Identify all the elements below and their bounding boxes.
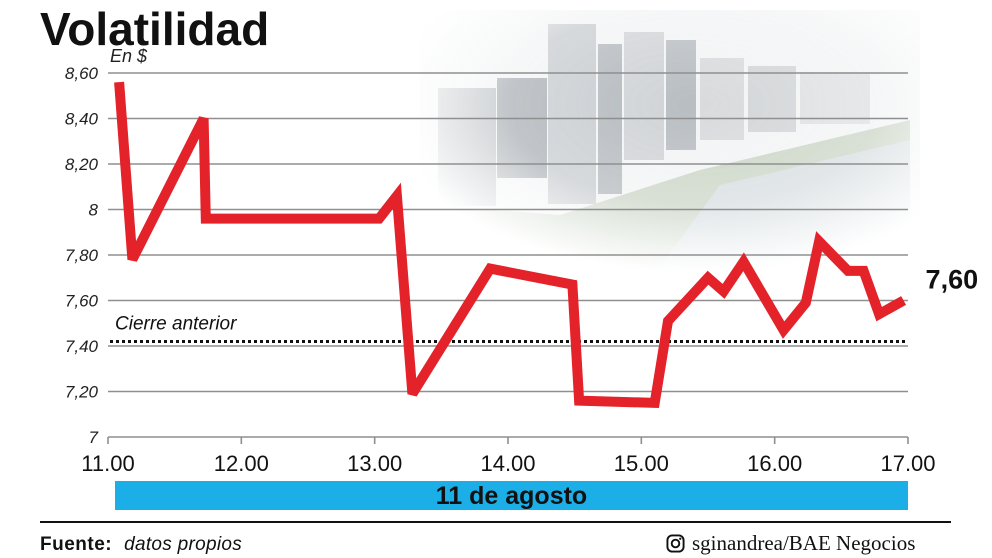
source-note: Fuente: datos propios <box>40 535 242 555</box>
building-shape <box>438 88 496 206</box>
x-axis: 11.00 12.00 13.00 14.00 15.00 16.00 17.00 <box>81 437 936 476</box>
x-tick-label: 13.00 <box>347 451 402 476</box>
building-shape <box>497 78 547 178</box>
credit: sginandrea/BAE Negocios <box>666 532 915 554</box>
y-tick-label: 7 <box>89 428 99 447</box>
y-tick-label: 8 <box>89 201 99 220</box>
reference-line-label: Cierre anterior <box>115 313 237 334</box>
y-tick-label: 8,40 <box>65 110 99 129</box>
instagram-icon <box>666 533 685 553</box>
chart-title: Volatilidad <box>40 3 270 55</box>
x-axis-label: 11 de agosto <box>436 482 587 510</box>
city-photo-background <box>420 10 920 280</box>
x-tick-label: 12.00 <box>214 451 269 476</box>
footer-divider <box>40 521 951 523</box>
building-shape <box>666 40 696 150</box>
building-shape <box>748 66 796 132</box>
y-tick-label: 7,80 <box>65 246 99 265</box>
x-tick-label: 17.00 <box>880 451 935 476</box>
x-tick-label: 15.00 <box>614 451 669 476</box>
price-series-line <box>114 81 907 409</box>
x-tick-label: 14.00 <box>480 451 535 476</box>
date-band <box>115 481 908 510</box>
y-axis-unit-label: En $ <box>110 46 148 66</box>
y-tick-label: 7,60 <box>65 292 99 311</box>
y-tick-label: 7,20 <box>65 383 99 402</box>
building-shape <box>800 72 870 124</box>
x-tick-label: 11.00 <box>81 451 134 476</box>
building-shape <box>548 24 596 204</box>
x-tick-label: 16.00 <box>747 451 802 476</box>
y-tick-label: 8,20 <box>65 155 99 174</box>
credit-text: sginandrea/BAE Negocios <box>692 531 916 555</box>
y-axis: 8,60 8,40 8,20 8 7,80 7,60 7,40 7,20 7 <box>65 64 99 447</box>
last-value-label: 7,60 <box>926 265 979 295</box>
source-text: datos propios <box>124 534 243 555</box>
y-tick-label: 7,40 <box>65 337 99 356</box>
series-layer <box>114 81 907 409</box>
y-tick-label: 8,60 <box>65 64 99 83</box>
building-shape <box>624 32 664 160</box>
source-label: Fuente: <box>40 534 113 555</box>
building-shape <box>700 58 744 140</box>
